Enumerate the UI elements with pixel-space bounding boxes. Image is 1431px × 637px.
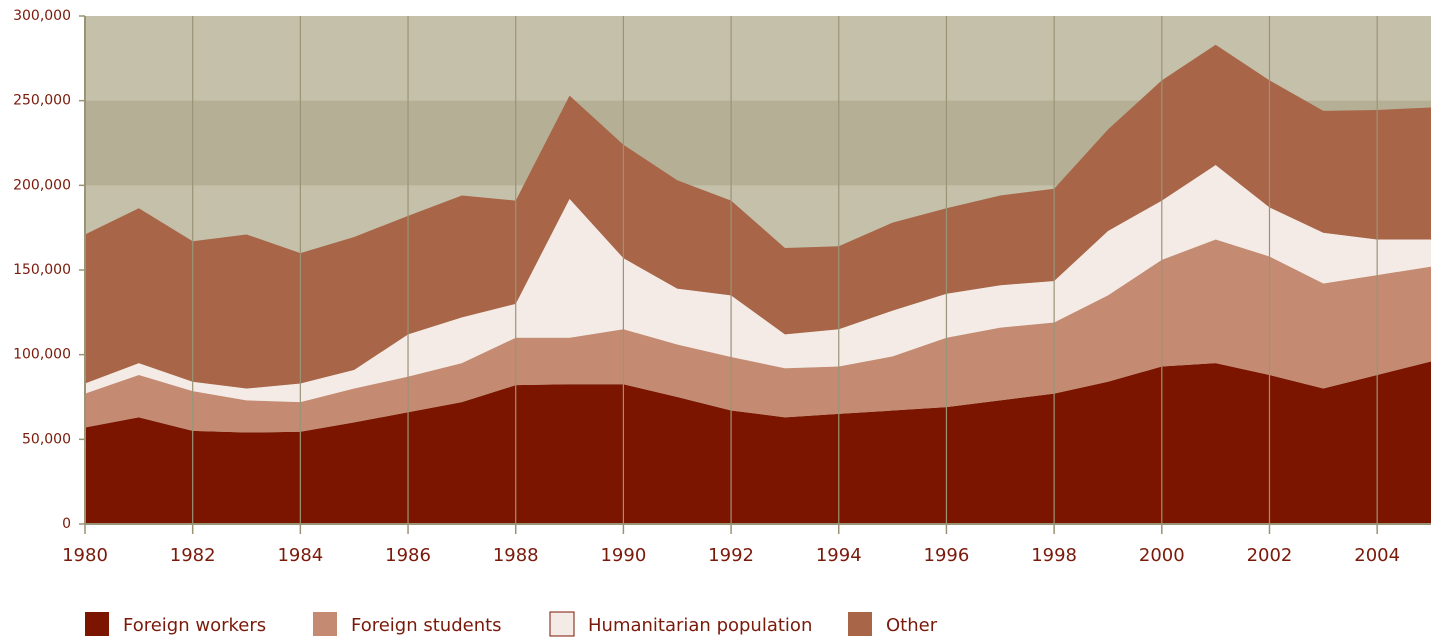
x-tick-label: 1998 [1031, 545, 1077, 566]
area [85, 361, 1431, 524]
x-tick-label: 1980 [62, 545, 108, 566]
legend-label: Other [886, 615, 938, 636]
y-tick-label: 50,000 [22, 431, 71, 447]
legend-label: Humanitarian population [588, 615, 812, 636]
x-tick-label: 1986 [385, 545, 431, 566]
area [85, 239, 1431, 433]
legend-swatch [85, 612, 109, 636]
x-tick-label: 1990 [600, 545, 646, 566]
x-tick-label: 2004 [1354, 545, 1400, 566]
area [85, 165, 1431, 403]
x-tick-label: 1996 [924, 545, 970, 566]
area [85, 44, 1431, 389]
legend-label: Foreign workers [123, 615, 266, 636]
legend-swatch [313, 612, 337, 636]
legend-swatch [549, 611, 575, 637]
y-tick-label: 300,000 [13, 8, 71, 24]
x-tick-label: 2000 [1139, 545, 1185, 566]
x-tick-label: 1982 [170, 545, 216, 566]
y-tick-label: 250,000 [13, 93, 71, 109]
y-tick-label: 100,000 [13, 347, 71, 363]
x-tick-label: 2002 [1247, 545, 1293, 566]
x-tick-label: 1988 [493, 545, 539, 566]
y-tick-label: 200,000 [13, 177, 71, 193]
y-tick-label: 0 [62, 516, 71, 532]
legend-label: Foreign students [351, 615, 502, 636]
x-tick-label: 1994 [816, 545, 862, 566]
x-tick-label: 1984 [277, 545, 323, 566]
x-tick-label: 1992 [708, 545, 754, 566]
legend-swatch [848, 612, 872, 636]
y-tick-label: 150,000 [13, 262, 71, 278]
